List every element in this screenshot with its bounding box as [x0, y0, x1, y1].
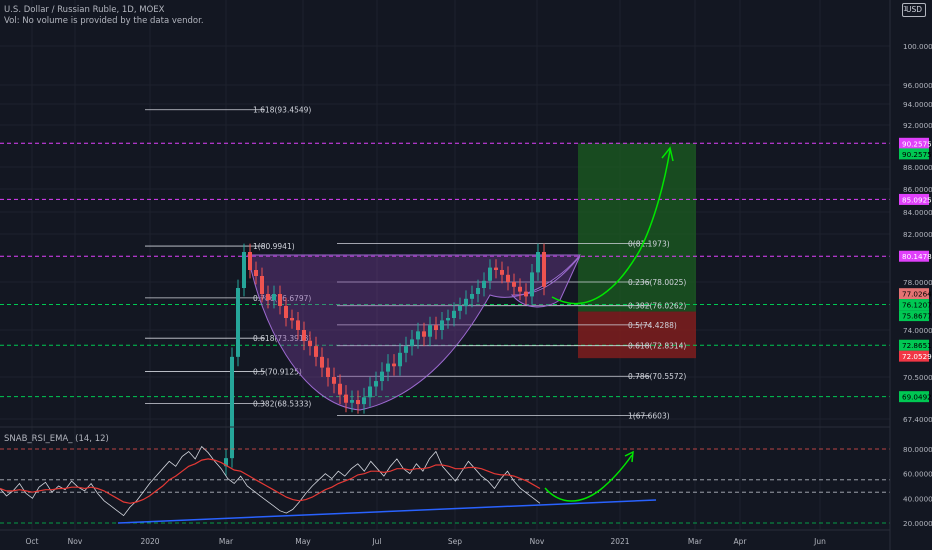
- price-axis-bg[interactable]: [890, 0, 932, 550]
- price-axis[interactable]: 1 100.0000 96.0000 94.0000 92.0000 88.0000 86.…: [903, 4, 932, 424]
- price-tick-label: 78.0000: [903, 278, 932, 287]
- price-tick-label: 94.0000: [903, 100, 932, 109]
- chart-title: U.S. Dollar / Russian Ruble, 1D, MOEX: [4, 5, 165, 15]
- price-badge-label-5: 76.1207: [902, 301, 932, 310]
- fib-retracement-right[interactable]: 0(81.1973) 0.236(78.0025) 0.382(76.0262) 0.…: [337, 240, 686, 421]
- price-badge-1: [899, 148, 929, 160]
- fib-left-label-2: 0.786(76.6797): [253, 294, 311, 303]
- price-badge-6: [899, 310, 929, 322]
- price-candles: [224, 243, 546, 476]
- indicator-tick-label: 40.0000: [903, 494, 932, 503]
- price-badge-label-0: 90.2575: [902, 139, 932, 148]
- projection-arrow[interactable]: [551, 149, 671, 305]
- price-tick-label: 92.0000: [903, 121, 932, 130]
- indicator-tick-label: 80.0000: [903, 445, 932, 454]
- price-badge-label-3: 80.1478: [902, 252, 932, 261]
- fib-left-label-3: 0.618(73.3918): [253, 334, 311, 343]
- fib-left-label-1: 1(80.9941): [253, 242, 295, 251]
- rsi-trendline[interactable]: [117, 499, 657, 524]
- indicator-projection-arrow[interactable]: [544, 454, 633, 502]
- time-axis[interactable]: Oct Nov 2020 Mar May Jul Sep Nov 2021 Mar Apr Jun: [26, 537, 827, 546]
- fib-left-label-4: 0.5(70.9125): [253, 367, 302, 376]
- time-tick-label: Sep: [448, 537, 462, 546]
- indicator-name[interactable]: SNAB_RSI_EMA_ (14, 12): [4, 434, 109, 444]
- currency-button[interactable]: USD: [902, 3, 926, 17]
- price-badge-label-4: 77.0264: [902, 290, 932, 299]
- price-badge-label-7: 72.8651: [902, 341, 932, 350]
- long-position-profit-zone[interactable]: [578, 143, 696, 312]
- price-badge-5: [899, 299, 929, 311]
- fib-right-label-3: 0.5(74.4288): [628, 321, 677, 330]
- time-tick-label: Jun: [813, 537, 826, 546]
- indicator-levels: [0, 448, 890, 524]
- chart-grid: [0, 0, 890, 530]
- time-tick-label: Mar: [219, 537, 234, 546]
- price-badge-8: [899, 350, 929, 362]
- fib-extension-left[interactable]: 1.618(93.4549) 1(80.9941) 0.786(76.6797) 0.…: [145, 106, 311, 409]
- rsi-line: [0, 445, 541, 517]
- projection-arrow-head: [661, 146, 674, 162]
- price-badges: 90.2575 90.2575 85.0925 80.1478 77.0264 76.12…: [899, 137, 932, 403]
- time-tick-label: Nov: [530, 537, 545, 546]
- price-tick-label: 74.0000: [903, 326, 932, 335]
- price-badge-label-8: 72.0529: [902, 352, 932, 361]
- price-tick-label: 67.4000: [903, 415, 932, 424]
- price-tick-label: 1: [903, 4, 908, 13]
- horizontal-levels: [0, 142, 890, 398]
- price-badge-7: [899, 339, 929, 351]
- price-tick-label: 84.0000: [903, 208, 932, 217]
- time-tick-label: 2021: [610, 537, 629, 546]
- fib-left-label-5: 0.382(68.5333): [253, 400, 311, 409]
- long-position-stop-zone[interactable]: [578, 311, 696, 359]
- price-badge-9: [899, 391, 929, 403]
- time-tick-label: Jul: [371, 537, 381, 546]
- price-tick-label: 96.0000: [903, 81, 932, 90]
- price-badge-label-1: 90.2575: [902, 150, 932, 159]
- handle-shape[interactable]: [510, 255, 581, 308]
- price-tick-label: 86.0000: [903, 185, 932, 194]
- price-badge-2: [899, 193, 929, 205]
- fib-right-label-2: 0.382(76.0262): [628, 302, 686, 311]
- indicator-axis[interactable]: 80.0000 60.0000 40.0000 20.0000: [903, 445, 932, 528]
- price-badge-4: [899, 288, 929, 300]
- fib-right-label-5: 0.786(70.5572): [628, 372, 686, 381]
- indicator-tick-label: 20.0000: [903, 519, 932, 528]
- time-tick-label: 2020: [140, 537, 159, 546]
- price-badge-label-9: 69.0492: [902, 393, 932, 402]
- fib-right-label-1: 0.236(78.0025): [628, 278, 686, 287]
- time-tick-label: May: [295, 537, 311, 546]
- price-badge-label-2: 85.0925: [902, 195, 932, 204]
- price-tick-label: 70.5000: [903, 373, 932, 382]
- indicator-projection-arrow-head: [624, 450, 634, 463]
- indicator-tick-label: 60.0000: [903, 470, 932, 479]
- rsi-ema-line: [0, 458, 541, 504]
- fib-right-label-4: 0.618(72.8314): [628, 342, 686, 351]
- price-tick-label: 88.0000: [903, 163, 932, 172]
- fib-left-label-0: 1.618(93.4549): [253, 106, 311, 115]
- fib-right-label-6: 1(67.6603): [628, 411, 670, 420]
- price-badge-3: [899, 250, 929, 262]
- cup-and-handle-shape[interactable]: [247, 254, 582, 411]
- price-tick-label: 100.0000: [903, 42, 932, 51]
- price-tick-label: 82.0000: [903, 230, 932, 239]
- fib-right-label-0: 0(81.1973): [628, 240, 670, 249]
- price-badge-label-6: 75.8677: [902, 312, 932, 321]
- volume-notice: Vol: No volume is provided by the data v…: [4, 16, 204, 26]
- time-tick-label: Mar: [688, 537, 703, 546]
- time-tick-label: Nov: [68, 537, 83, 546]
- time-tick-label: Oct: [26, 537, 39, 546]
- time-tick-label: Apr: [734, 537, 748, 546]
- price-badge-0: [899, 137, 929, 149]
